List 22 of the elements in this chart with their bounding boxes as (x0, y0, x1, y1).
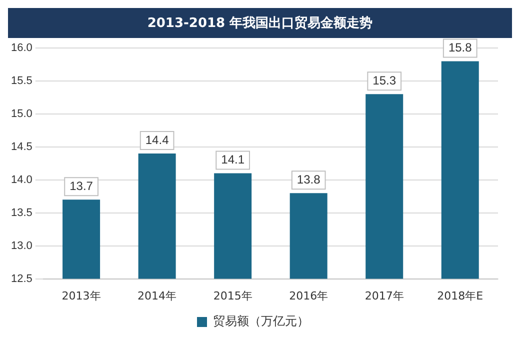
y-tick-label: 14.5 (10, 140, 32, 153)
y-tick-label: 16.0 (10, 42, 32, 54)
y-tick-label: 15.5 (10, 75, 32, 88)
x-tick-label: 2018年E (437, 289, 484, 302)
data-label: 15.8 (448, 40, 472, 54)
x-tick-label: 2015年 (213, 289, 252, 302)
y-tick-label: 13.5 (10, 206, 32, 219)
x-tick-label: 2017年 (364, 289, 404, 302)
x-tick-label: 2014年 (138, 289, 177, 302)
data-label: 14.1 (221, 152, 245, 167)
y-tick-label: 13.0 (10, 240, 32, 252)
data-label: 14.4 (145, 132, 170, 147)
legend-label: 贸易额（万亿元） (213, 314, 309, 328)
y-tick-label: 15.0 (10, 108, 32, 120)
y-tick-label: 12.5 (10, 272, 32, 285)
data-label: 15.3 (372, 73, 396, 88)
x-tick-label: 2013年 (62, 289, 101, 302)
data-label: 13.7 (70, 178, 94, 193)
y-tick-label: 14.0 (10, 174, 32, 186)
x-tick-label: 2016年 (289, 289, 328, 302)
chart-title: 2013-2018 年我国出口贸易金额走势 (8, 8, 512, 38)
data-label: 13.8 (296, 172, 321, 186)
